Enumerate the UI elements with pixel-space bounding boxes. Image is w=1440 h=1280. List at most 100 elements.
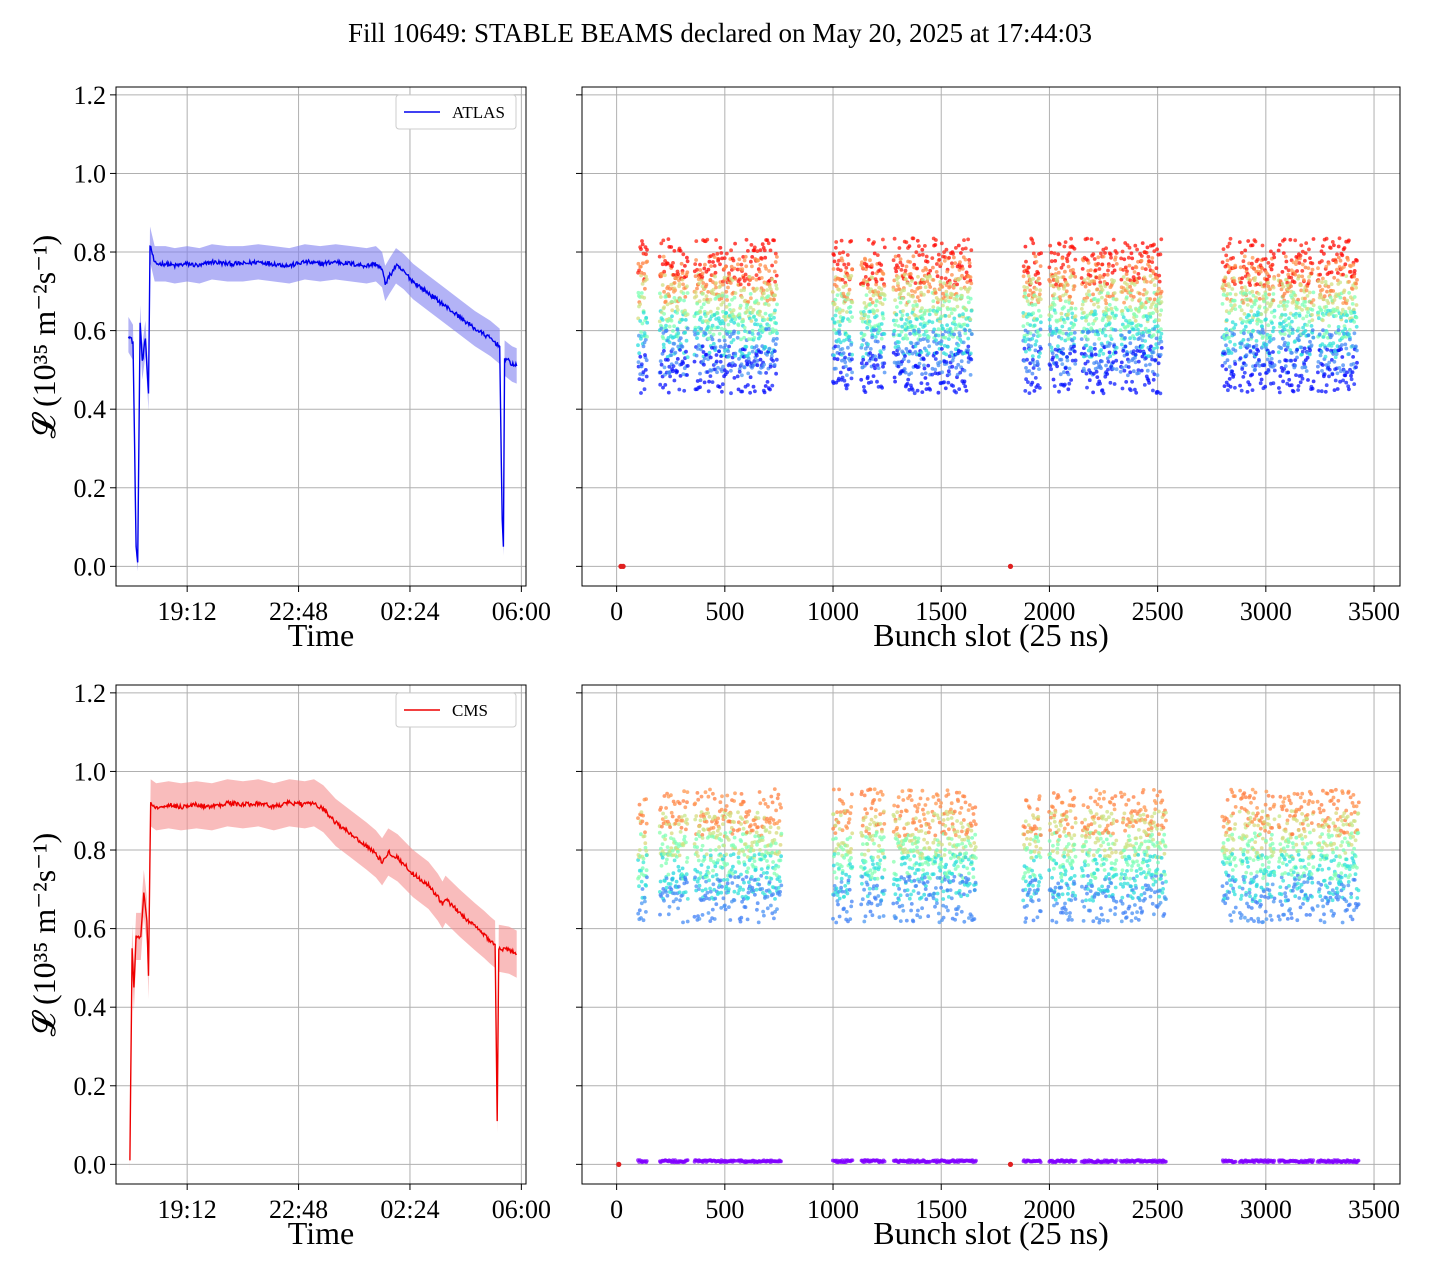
- atlas-bunch-point: [1242, 312, 1247, 316]
- atlas-bunch-point: [1319, 308, 1324, 313]
- cms-bunch-point: [743, 905, 748, 910]
- cms-bunch-point: [833, 831, 838, 835]
- atlas-bunch-point: [1354, 281, 1358, 286]
- atlas-bunch-point: [769, 354, 774, 359]
- atlas-bunch-point: [1052, 384, 1057, 388]
- atlas-bunch-point: [1354, 315, 1359, 320]
- atlas-bunch-point: [1334, 352, 1339, 356]
- atlas-bunch-point: [670, 308, 675, 313]
- atlas-bunch-point: [946, 307, 950, 312]
- atlas-bunch-point: [737, 277, 742, 282]
- atlas-bunch-point: [904, 240, 909, 245]
- cms-bunch-xtick-label-2: 1000: [807, 1195, 859, 1224]
- atlas-bunch-point: [768, 364, 773, 369]
- atlas-bunch-point: [862, 301, 867, 305]
- atlas-bunch-point: [698, 268, 703, 272]
- atlas-bunch-point: [959, 359, 964, 364]
- atlas-bunch-point: [1088, 268, 1093, 272]
- cms-bunch-point: [730, 881, 735, 885]
- atlas-bunch-point: [1222, 384, 1227, 388]
- atlas-bunch-point: [1242, 254, 1247, 259]
- atlas-bunch-point: [1069, 236, 1073, 241]
- atlas-bunch-point: [757, 313, 762, 317]
- cms-bunch-point: [685, 1158, 690, 1162]
- atlas-bunch-point: [743, 272, 748, 277]
- atlas-bunch-point: [1118, 369, 1123, 374]
- cms-time-ytick-label-1: 0.2: [74, 1072, 107, 1101]
- cms-bunch-point: [702, 828, 706, 832]
- atlas-bunch-point: [661, 254, 666, 259]
- atlas-bunch-point: [733, 317, 738, 322]
- atlas-bunch-point: [1278, 300, 1283, 305]
- atlas-bunch-point: [1297, 338, 1301, 342]
- atlas-bunch-point: [1336, 271, 1340, 275]
- atlas-bunch-point: [1324, 236, 1329, 241]
- atlas-bunch-point: [880, 385, 884, 390]
- atlas-bunch-point: [700, 275, 705, 279]
- atlas-bunch-point: [911, 254, 916, 259]
- atlas-bunch-point: [1084, 281, 1089, 286]
- cms-bunch-point: [640, 819, 645, 824]
- cms-bunch-point: [696, 854, 700, 858]
- atlas-bunch-point: [1121, 275, 1126, 279]
- atlas-bunch-point: [747, 275, 752, 279]
- atlas-bunch-point: [1100, 359, 1104, 364]
- atlas-bunch-point: [1257, 304, 1262, 309]
- atlas-bunch-point: [833, 313, 838, 318]
- atlas-bunch-point: [915, 266, 919, 271]
- cms-bunch-point: [685, 919, 690, 924]
- atlas-bunch-point: [969, 332, 974, 336]
- atlas-bunch-point: [1289, 284, 1293, 289]
- atlas-bunch-point: [774, 283, 779, 288]
- atlas-bunch-point: [732, 320, 737, 325]
- atlas-bunch-point: [1324, 383, 1329, 388]
- atlas-bunch-point: [1060, 324, 1065, 329]
- atlas-bunch-point: [1066, 387, 1071, 392]
- atlas-bunch-point: [1133, 360, 1138, 365]
- atlas-bunch-point: [1269, 356, 1274, 361]
- atlas-bunch-point: [763, 345, 768, 349]
- atlas-bunch-point: [768, 387, 772, 392]
- atlas-bunch-point: [1305, 323, 1309, 327]
- atlas-bunch-point: [767, 269, 771, 273]
- atlas-bunch-point: [1120, 308, 1125, 313]
- atlas-bunch-point: [1282, 327, 1287, 332]
- atlas-bunch-point: [729, 248, 733, 253]
- atlas-bunch-point: [963, 257, 968, 262]
- atlas-bunch-point: [1127, 263, 1132, 268]
- atlas-bunch-point: [922, 281, 927, 285]
- cms-bunch-point: [677, 868, 682, 873]
- atlas-bunch-point: [685, 270, 690, 275]
- atlas-bunch-point: [698, 371, 702, 376]
- atlas-bunch-point: [964, 308, 969, 312]
- atlas-bunch-point: [1258, 269, 1263, 274]
- cms-bunch-point: [775, 907, 779, 911]
- atlas-bunch-point: [924, 348, 929, 353]
- atlas-bunch-point: [917, 353, 922, 357]
- atlas-bunch-point: [1065, 259, 1070, 264]
- atlas-bunch-point: [749, 243, 754, 247]
- atlas-bunch-point: [1298, 253, 1303, 258]
- atlas-bunch-point: [1241, 301, 1246, 305]
- atlas-bunch-point: [1256, 349, 1261, 353]
- cms-bunch-point: [644, 848, 649, 853]
- atlas-bunch-point: [757, 269, 762, 274]
- atlas-bunch-point: [772, 269, 777, 274]
- atlas-bunch-point: [917, 329, 921, 334]
- cms-bunch-point: [831, 812, 836, 816]
- atlas-bunch-point: [1341, 363, 1345, 368]
- atlas-bunch-point: [1332, 359, 1337, 364]
- atlas-bunch-point: [1262, 284, 1267, 289]
- atlas-bunch-point: [1272, 363, 1277, 368]
- cms-bunch-point: [710, 874, 715, 879]
- cms-bunch-point: [721, 822, 725, 826]
- atlas-bunch-point: [640, 261, 645, 266]
- atlas-bunch-point: [1305, 355, 1310, 360]
- atlas-bunch-point: [1047, 317, 1052, 322]
- cms-bunch-point: [772, 787, 777, 791]
- atlas-bunch-point: [707, 330, 712, 335]
- atlas-bunch-point: [960, 247, 965, 251]
- atlas-bunch-point: [1055, 278, 1059, 283]
- atlas-bunch-point: [1242, 331, 1246, 336]
- atlas-bunch-point: [859, 361, 864, 366]
